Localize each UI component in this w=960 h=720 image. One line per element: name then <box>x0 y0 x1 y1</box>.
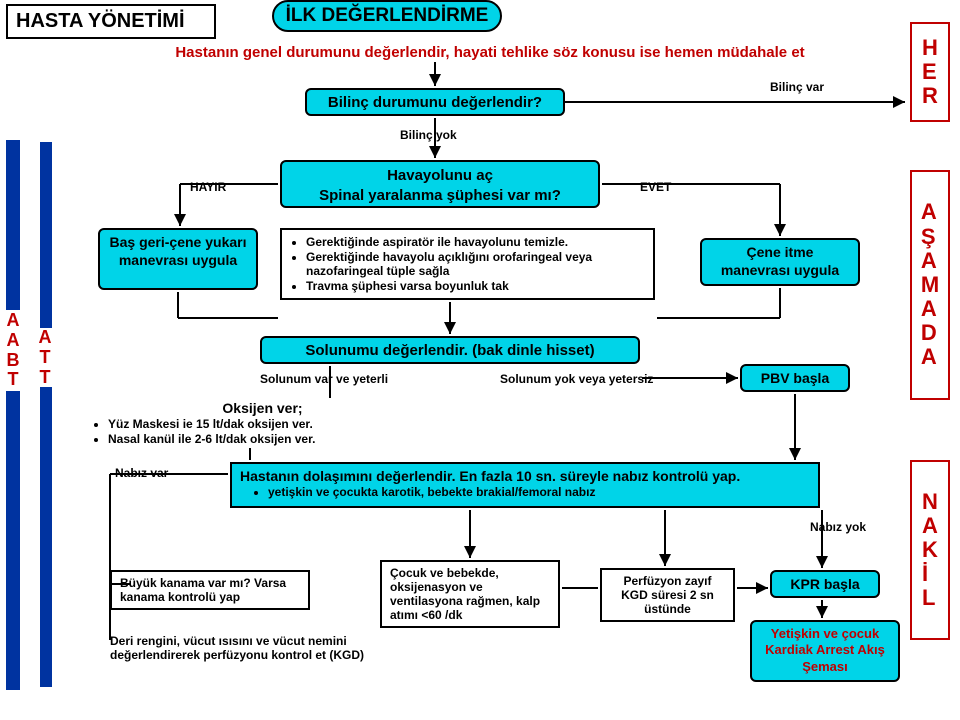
cpr-box: KPR başla <box>770 570 880 598</box>
nakil-box: NAKİL <box>910 460 950 640</box>
oxygen-bullet: Yüz Maskesi ie 15 lt/dak oksijen ver. <box>108 417 395 431</box>
hayir-label: HAYIR <box>190 180 226 194</box>
pulse-absent-label: Nabız yok <box>810 520 866 534</box>
att-label: ATT <box>32 328 58 387</box>
subtitle-pill: İLK DEĞERLENDİRME <box>272 0 502 32</box>
page-title: HASTA YÖNETİMİ <box>6 4 216 39</box>
child-box: Çocuk ve bebekde, oksijenasyon ve ventil… <box>380 560 560 628</box>
airway-bullet: Travma şüphesi varsa boyunluk tak <box>306 279 647 293</box>
her-box: HER <box>910 22 950 122</box>
breathing-box: Solunumu değerlendir. (bak dinle hisset) <box>260 336 640 364</box>
airway-box: Havayolunu aç Spinal yaralanma şüphesi v… <box>280 160 600 208</box>
top-instruction: Hastanın genel durumunu değerlendir, hay… <box>140 44 840 61</box>
circulation-sub: yetişkin ve çocukta karotik, bebekte bra… <box>268 485 810 499</box>
asamada-box: AŞAMADA <box>910 170 950 400</box>
perfusion-text: Deri rengini, vücut ısısını ve vücut nem… <box>110 634 430 662</box>
bilinc-var-label: Bilinç var <box>770 80 824 94</box>
airway-bullets-box: Gerektiğinde aspiratör ile havayolunu te… <box>280 228 655 300</box>
circulation-box: Hastanın dolaşımını değerlendir. En fazl… <box>230 462 820 508</box>
oxygen-bullet: Nasal kanül ile 2-6 lt/dak oksijen ver. <box>108 432 395 446</box>
airway-bullets: Gerektiğinde aspiratör ile havayolunu te… <box>288 235 647 293</box>
left-bar-1 <box>6 140 20 690</box>
evet-label: EVET <box>640 180 671 194</box>
consciousness-box: Bilinç durumunu değerlendir? <box>305 88 565 116</box>
oxygen-title: Oksijen ver; <box>130 400 395 416</box>
perfusion-weak-box: Perfüzyon zayıf KGD süresi 2 sn üstünde <box>600 568 735 622</box>
aabt-label: AABT <box>0 310 26 391</box>
pulse-present-label: Nabız var <box>115 466 168 480</box>
jaw-thrust-box: Çene itme manevrası uygula <box>700 238 860 286</box>
head-tilt-box: Baş geri-çene yukarı manevrası uygula <box>98 228 258 290</box>
airway-bullet: Gerektiğinde havayolu açıklığını orofari… <box>306 250 647 278</box>
airway-bullet: Gerektiğinde aspiratör ile havayolunu te… <box>306 235 647 249</box>
arrest-box: Yetişkin ve çocuk Kardiak Arrest Akış Şe… <box>750 620 900 682</box>
pbv-box: PBV başla <box>740 364 850 392</box>
oxygen-box: Oksijen ver; Yüz Maskesi ie 15 lt/dak ok… <box>90 400 395 447</box>
bleeding-box: Büyük kanama var mı? Varsa kanama kontro… <box>110 570 310 610</box>
breathing-bad-label: Solunum yok veya yetersiz <box>500 372 653 386</box>
bilinc-yok-label: Bilinç yok <box>400 128 457 142</box>
circulation-title: Hastanın dolaşımını değerlendir. En fazl… <box>240 468 810 484</box>
breathing-ok-label: Solunum var ve yeterli <box>260 372 388 386</box>
left-bar-2 <box>40 142 52 687</box>
